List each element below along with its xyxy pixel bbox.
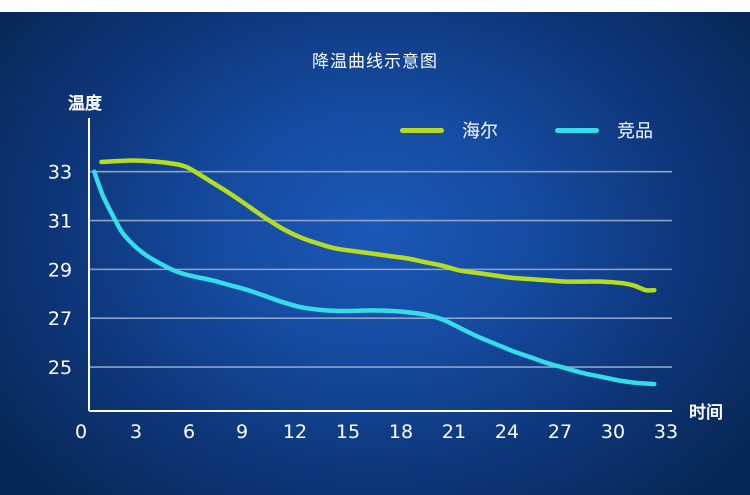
y-tick-label: 27 <box>48 308 72 330</box>
x-tick-label: 30 <box>601 421 625 443</box>
x-tick-label: 3 <box>130 421 142 443</box>
chart-title: 降温曲线示意图 <box>312 52 438 72</box>
legend-item-haier: 海尔 <box>400 117 498 143</box>
legend-label-competitor: 竞品 <box>617 121 653 142</box>
x-tick-label: 24 <box>495 421 519 443</box>
x-axis-label: 时间 <box>689 403 723 423</box>
x-tick-label: 15 <box>336 421 360 443</box>
legend-item-competitor: 竞品 <box>555 117 653 143</box>
legend-swatch-haier <box>400 127 444 133</box>
x-tick-label: 18 <box>389 421 413 443</box>
legend-label-haier: 海尔 <box>462 121 498 142</box>
y-tick-label: 25 <box>48 357 72 379</box>
y-tick-label: 33 <box>48 162 72 184</box>
y-tick-label: 31 <box>48 211 72 233</box>
x-tick-label: 0 <box>75 421 87 443</box>
x-tick-label: 6 <box>183 421 195 443</box>
legend-swatch-competitor <box>555 127 599 133</box>
x-tick-label: 21 <box>442 421 466 443</box>
y-tick-label: 29 <box>48 259 72 281</box>
series-line-competitor <box>92 169 657 387</box>
y-axis-label: 温度 <box>68 94 102 114</box>
x-tick-label: 12 <box>283 421 307 443</box>
x-tick-label: 9 <box>236 421 248 443</box>
x-tick-label: 27 <box>548 421 572 443</box>
series-line-haier <box>99 158 657 293</box>
x-tick-label: 33 <box>654 421 678 443</box>
